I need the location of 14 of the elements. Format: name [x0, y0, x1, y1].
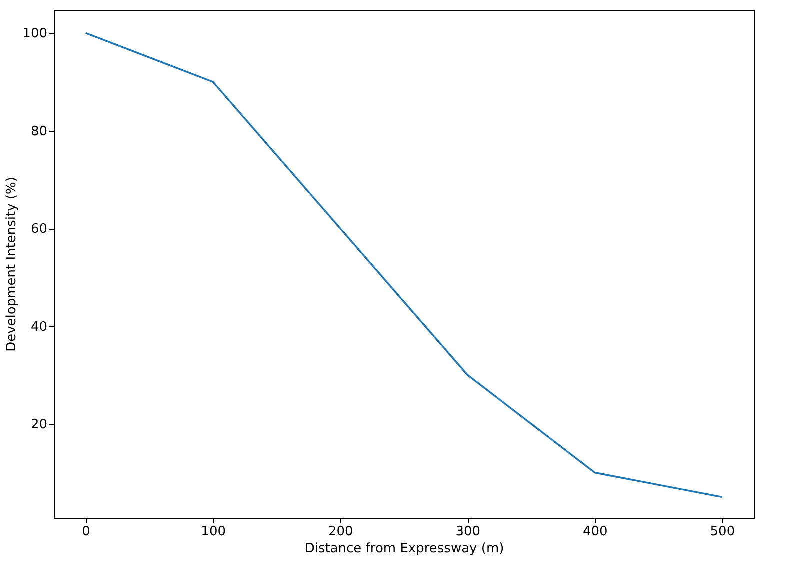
- x-tick-label: 0: [82, 524, 90, 540]
- x-tick-label: 500: [710, 524, 736, 540]
- y-tick-label: 80: [30, 124, 48, 140]
- y-axis-title: Development Intensity (%): [4, 177, 20, 352]
- line-series: [84, 32, 724, 498]
- y-tick-label: 100: [22, 26, 48, 42]
- y-tick-label: 20: [30, 417, 48, 432]
- x-tick-label: 400: [582, 524, 608, 540]
- x-tick-label: 300: [456, 524, 481, 540]
- y-tick-label: 40: [30, 320, 48, 335]
- x-tick-label: 200: [328, 524, 354, 540]
- x-axis-title: Distance from Expressway (m): [304, 542, 504, 556]
- y-tick-label: 60: [30, 222, 48, 238]
- x-tick-label: 100: [201, 524, 226, 540]
